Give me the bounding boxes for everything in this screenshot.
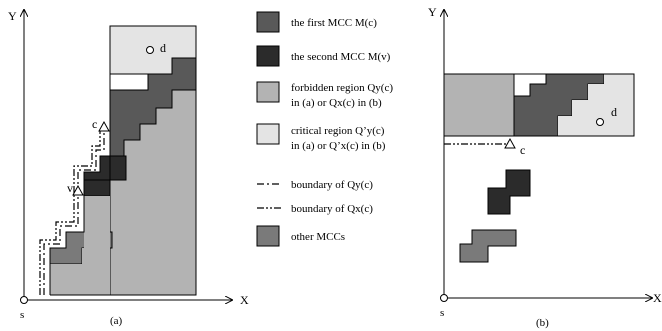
legend-label-boundary-qx: boundary of Qx(c) xyxy=(291,203,373,215)
node-c-label-a: c xyxy=(92,117,97,131)
node-v-label-a: v xyxy=(67,181,73,195)
second-mcc-b xyxy=(487,169,531,215)
legend: the first MCC M(c) the second MCC M(v) f… xyxy=(256,11,393,247)
origin-marker-b xyxy=(440,294,448,302)
other-mcc-b xyxy=(459,229,517,263)
dest-marker-a xyxy=(146,46,154,54)
node-c-label-b: c xyxy=(520,143,525,157)
legend-label-second-mcc: the second MCC M(v) xyxy=(291,51,391,63)
caption-a: (a) xyxy=(110,315,123,327)
dest-marker-b xyxy=(596,118,604,126)
critical-region-b xyxy=(558,74,634,136)
node-c-marker-b xyxy=(504,137,516,149)
legend-label-critical-2: in (a) or Q’x(c) in (b) xyxy=(291,140,386,152)
node-v-marker-a xyxy=(72,184,84,196)
origin-label-b: s xyxy=(440,307,444,319)
origin-marker-a xyxy=(20,296,28,304)
boundary-qy-a xyxy=(43,126,105,295)
forbidden-region-a-mid xyxy=(84,196,110,248)
panel-a: Y X s d c v (a) xyxy=(8,9,249,327)
x-axis-label-a: X xyxy=(240,293,249,307)
forbidden-region-b xyxy=(444,74,530,136)
boundary-qx-a xyxy=(39,130,101,295)
legend-label-critical-1: critical region Q’y(c) xyxy=(291,125,385,137)
legend-swatch-critical xyxy=(256,123,280,145)
legend-swatch-other-mccs xyxy=(256,225,280,247)
y-axis-label-b: Y xyxy=(428,5,437,19)
legend-label-forbidden-2: in (a) or Qx(c) in (b) xyxy=(291,97,382,109)
dest-label-a: d xyxy=(160,41,166,55)
forbidden-outline-a xyxy=(49,25,197,296)
x-axis-label-b: X xyxy=(653,291,662,305)
origin-label-a: s xyxy=(20,309,24,321)
caption-b: (b) xyxy=(536,317,549,329)
node-c-marker-a xyxy=(98,120,110,132)
legend-label-other-mccs: other MCCs xyxy=(291,231,345,243)
y-axis-label-a: Y xyxy=(8,9,17,23)
dest-label-b: d xyxy=(611,105,617,119)
legend-label-forbidden-1: forbidden region Qy(c) xyxy=(291,82,393,94)
legend-label-first-mcc: the first MCC M(c) xyxy=(291,17,377,29)
legend-swatch-second-mcc xyxy=(256,45,280,67)
legend-swatch-forbidden xyxy=(256,81,280,103)
panel-b: Y X s d c (b) xyxy=(428,5,662,329)
legend-label-boundary-qy: boundary of Qy(c) xyxy=(291,179,373,191)
first-mcc-a xyxy=(109,57,197,157)
forbidden-region-a-lower xyxy=(50,248,110,295)
legend-swatch-first-mcc xyxy=(256,11,280,33)
